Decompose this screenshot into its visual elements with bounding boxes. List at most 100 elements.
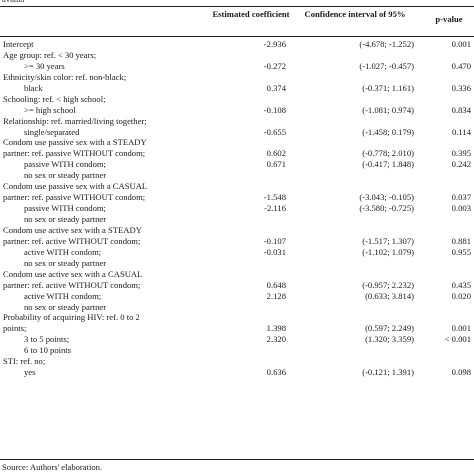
row-p-value: < 0.001 [444,334,471,345]
header-confidence-interval: Confidence interval of 95% [304,9,406,19]
row-label: partner: ref. active WITHOUT condom; [3,235,141,246]
row-coefficient: 0.602 [266,148,286,159]
row-p-value: 0.037 [451,192,471,203]
row-confidence-interval: (-1.458; 0.179) [362,126,414,137]
table-row: partner: ref. passive WITHOUT condom; -1.… [0,192,474,203]
row-p-value: 0.336 [451,82,471,93]
table-row: no sex or steady partner [0,258,474,269]
row-confidence-interval: (-0.957; 2.232) [362,279,414,290]
table-row: Probability of acquiring HIV: ref. 0 to … [0,312,474,323]
row-p-value: 0.242 [451,159,471,170]
row-label: Condom use active sex with a CASUAL [3,268,143,279]
row-p-value: 0.435 [451,279,471,290]
row-label: single/separated [24,126,80,137]
table-row: partner: ref. active WITHOUT condom; -0.1… [0,236,474,247]
table-row: black 0.374 (-0.371; 1.161) 0.336 [0,83,474,94]
row-label: black [24,82,43,93]
row-confidence-interval: (1.320; 3.359) [365,334,414,345]
row-confidence-interval: (-0.417; 1.848) [362,159,414,170]
table-row: Schooling: ref. < high school; [0,94,474,105]
row-coefficient: 2.128 [266,290,286,301]
table-row: Relationship: ref. married/living togeth… [0,116,474,127]
row-label: Condom use passive sex with a STEADY [3,137,147,148]
table-row: STI: ref. no; [0,356,474,367]
row-p-value: 0.020 [451,290,471,301]
row-label: no sex or steady partner [24,214,107,224]
row-confidence-interval: (-3.043; -0.105) [359,192,414,203]
table-row: no sex or steady partner [0,214,474,225]
row-label: Age group: ref. < 30 years; [3,49,97,60]
table-header-rule [0,36,474,37]
row-confidence-interval: (-1.081; 0.974) [362,104,414,115]
row-confidence-interval: (-1.102; 1.079) [362,246,414,257]
row-p-value: 0.834 [451,104,471,115]
table-row: points; 1.398 (0.597; 2.249) 0.001 [0,323,474,334]
table-row: passive WITH condom; 0.671 (-0.417; 1.848)… [0,159,474,170]
table-row: partner: ref. passive WITHOUT condom; 0.6… [0,148,474,159]
row-p-value: 0.098 [451,367,471,378]
table-bottom-rule [0,459,474,460]
row-label: passive WITH condom; [24,203,106,214]
row-label: Ethnicity/skin color: ref. non-black; [3,71,127,82]
table-row: 3 to 5 points; 2.320 (1.320; 3.359) < 0.001 [0,334,474,345]
row-label: Intercept [3,39,34,49]
table-row: passive WITH condom; -2.116 (-3.580; -0.72… [0,203,474,214]
row-label: yes [24,367,36,378]
source-note: Source: Authors' elaboration. [2,462,103,472]
row-label: Relationship: ref. married/living togeth… [3,115,147,126]
table-row: Age group: ref. < 30 years; [0,50,474,61]
row-label: Schooling: ref. < high school; [3,93,106,104]
row-confidence-interval: (-0.371; 1.161) [362,82,414,93]
row-label: >= 30 years [24,60,65,71]
table-body: Intercept -2.936 (-4.678; -1.252) 0.001 Age … [0,39,474,378]
row-coefficient: -2.116 [264,203,286,214]
table-row: active WITH condom; -0.031 (-1.102; 1.079)… [0,247,474,258]
row-label: Probability of acquiring HIV: ref. 0 to … [3,312,140,323]
table-row: Condom use active sex with a CASUAL [0,269,474,280]
row-confidence-interval: (-1.027; -0.457) [359,60,414,71]
row-coefficient: 0.671 [266,159,286,170]
row-coefficient: 0.648 [266,279,286,290]
row-p-value: 0.881 [451,235,471,246]
row-coefficient: -0.655 [263,126,286,137]
row-p-value: 0.955 [451,246,471,257]
row-label: no sex or steady partner [24,257,107,268]
row-label: no sex or steady partner [24,301,107,312]
table-row: yes 0.636 (-0.121; 1.391) 0.098 [0,367,474,378]
row-confidence-interval: (0.597; 2.249) [365,323,414,334]
row-label: active WITH condom; [24,290,102,301]
table-row: partner: ref. active WITHOUT condom; 0.64… [0,280,474,291]
row-label: points; [3,323,27,334]
row-p-value: 0.395 [451,148,471,159]
row-label: STI: ref. no; [3,356,46,367]
row-confidence-interval: (-3.580; -0.725) [359,203,414,214]
row-label: active WITH condom; [24,246,102,257]
row-label: partner: ref. active WITHOUT condom; [3,279,141,290]
row-confidence-interval: (-0.778; 2.010) [362,148,414,159]
row-coefficient: 0.374 [266,82,286,93]
table-row: active WITH condom; 2.128 (0.633; 3.814) 0.… [0,291,474,302]
row-label: passive WITH condom; [24,159,106,170]
table-top-rule [0,6,474,7]
table-row: no sex or steady partner [0,302,474,313]
table-row: 6 to 10 points [0,345,474,356]
row-coefficient: -0.272 [263,60,286,71]
row-label: partner: ref. passive WITHOUT condom; [3,192,146,203]
table-row: Condom use passive sex with a STEADY [0,137,474,148]
row-coefficient: -0.108 [263,104,286,115]
table-row: >= 30 years -0.272 (-1.027; -0.457) 0.470 [0,61,474,72]
header-estimated-coefficient: Estimated coefficient [212,9,290,19]
row-p-value: 0.001 [451,39,471,49]
table-row: no sex or steady partner [0,170,474,181]
table-row: single/separated -0.655 (-1.458; 0.179) 0.1… [0,127,474,138]
row-label: Condom use active sex with a STEADY [3,224,142,235]
row-coefficient: 0.636 [266,367,286,378]
caption-fragment: avatah [2,0,24,4]
row-confidence-interval: (-0.121; 1.391) [362,367,414,378]
row-coefficient: -2.936 [263,39,286,49]
row-label: >= high school [24,104,76,115]
row-label: 6 to 10 points [24,345,72,356]
table-row: Condom use passive sex with a CASUAL [0,181,474,192]
row-p-value: 0.003 [451,203,471,214]
row-coefficient: 2.320 [266,334,286,345]
